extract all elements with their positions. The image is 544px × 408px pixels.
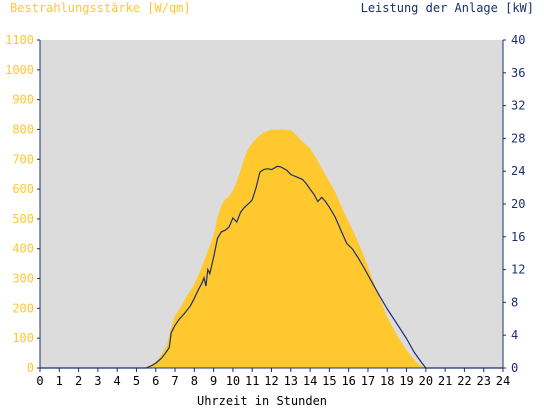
irradiance-area <box>40 129 503 368</box>
x-tick-label: 21 <box>438 374 452 388</box>
power-line <box>40 165 503 369</box>
x-tick-label: 20 <box>419 374 433 388</box>
y-right-tick-label: 8 <box>511 295 518 309</box>
y-right-tick-label: 4 <box>511 328 518 342</box>
x-axis-title: Uhrzeit in Stunden <box>197 394 327 408</box>
y-right-tick-label: 12 <box>511 263 525 277</box>
x-tick-label: 18 <box>380 374 394 388</box>
x-tick-label: 15 <box>322 374 336 388</box>
y-right-tick-label: 36 <box>511 66 525 80</box>
x-tick-label: 12 <box>264 374 278 388</box>
y-left-tick-label: 1000 <box>5 63 34 77</box>
y-left-tick-label: 400 <box>12 242 34 256</box>
y-right-tick-label: 16 <box>511 230 525 244</box>
x-tick-label: 4 <box>114 374 121 388</box>
x-tick-label: 8 <box>191 374 198 388</box>
x-tick-label: 9 <box>210 374 217 388</box>
x-tick-label: 0 <box>36 374 43 388</box>
x-tick-label: 22 <box>457 374 471 388</box>
x-tick-label: 23 <box>476 374 490 388</box>
y-left-tick-label: 300 <box>12 272 34 286</box>
y-left-tick-label: 1100 <box>5 33 34 47</box>
x-tick-label: 14 <box>303 374 317 388</box>
y-right-tick-label: 0 <box>511 361 518 375</box>
y-left-tick-label: 800 <box>12 122 34 136</box>
x-tick-label: 3 <box>94 374 101 388</box>
x-tick-label: 11 <box>245 374 259 388</box>
x-tick-label: 10 <box>226 374 240 388</box>
y-right-tick-label: 40 <box>511 33 525 47</box>
x-tick-label: 17 <box>361 374 375 388</box>
y-right-tick-label: 20 <box>511 197 525 211</box>
x-tick-label: 7 <box>171 374 178 388</box>
x-tick-label: 1 <box>56 374 63 388</box>
x-tick-label: 6 <box>152 374 159 388</box>
y-left-tick-label: 900 <box>12 93 34 107</box>
x-tick-label: 2 <box>75 374 82 388</box>
y-left-tick-label: 200 <box>12 301 34 315</box>
right-axis-title: Leistung der Anlage [kW] <box>361 1 534 15</box>
y-left-tick-label: 0 <box>27 361 34 375</box>
y-right-tick-label: 28 <box>511 131 525 145</box>
x-tick-label: 13 <box>284 374 298 388</box>
y-right-tick-label: 24 <box>511 164 525 178</box>
y-left-tick-label: 100 <box>12 331 34 345</box>
x-tick-label: 16 <box>341 374 355 388</box>
left-axis-title: Bestrahlungsstärke [W/qm] <box>10 1 191 15</box>
x-tick-label: 24 <box>496 374 510 388</box>
y-right-tick-label: 32 <box>511 99 525 113</box>
y-left-tick-label: 500 <box>12 212 34 226</box>
x-tick-label: 5 <box>133 374 140 388</box>
y-left-tick-label: 700 <box>12 152 34 166</box>
x-tick-label: 19 <box>399 374 413 388</box>
y-left-tick-label: 600 <box>12 182 34 196</box>
